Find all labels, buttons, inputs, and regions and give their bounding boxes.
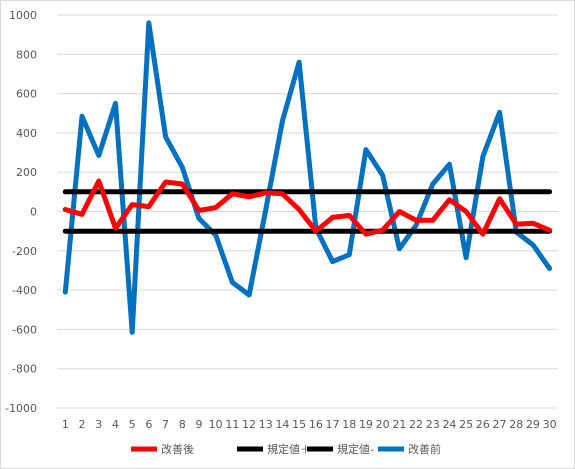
series-line-4 [62,20,553,335]
legend-label: 規定値- [337,442,374,456]
x-tick-label: 29 [526,418,540,431]
series-lines [62,20,553,335]
x-tick-label: 22 [409,418,423,431]
x-tick-label: 5 [129,418,136,431]
y-tick-label: 800 [16,48,37,61]
y-tick-label: -1000 [5,402,37,415]
y-tick-label: 600 [16,88,37,101]
x-tick-label: 4 [112,418,119,431]
x-tick-label: 6 [145,418,152,431]
x-tick-label: 27 [493,418,507,431]
x-tick-label: 2 [79,418,86,431]
x-tick-label: 7 [162,418,169,431]
x-tick-label: 28 [509,418,523,431]
legend-label: 改善前 [408,442,441,456]
y-axis-ticks: -1000 -800 -600 -400 -200 0 200 400 600 800 1000 [5,9,37,415]
x-tick-label: 19 [359,418,373,431]
x-tick-label: 25 [459,418,473,431]
y-tick-label: 0 [30,206,37,219]
x-tick-label: 3 [95,418,102,431]
x-tick-label: 11 [225,418,239,431]
x-tick-label: 1 [62,418,69,431]
x-tick-label: 17 [326,418,340,431]
y-tick-label: 400 [16,127,37,140]
legend-label: 規定値＋ [267,442,311,456]
x-tick-label: 24 [442,418,456,431]
x-tick-label: 10 [209,418,223,431]
y-tick-label: -400 [12,284,37,297]
x-tick-label: 26 [476,418,490,431]
y-tick-label: 200 [16,166,37,179]
y-tick-label: 1000 [9,9,37,22]
x-tick-label: 20 [376,418,390,431]
x-axis-ticks: 1 2 3 4 5 6 7 8 9 10 11 12 13 14 15 16 17 18 19 20 21 22 23 24 2… [62,418,557,431]
gridlines [57,14,558,409]
x-tick-label: 12 [242,418,256,431]
y-tick-label: -600 [12,323,37,336]
y-tick-label: -200 [12,245,37,258]
x-tick-label: 18 [342,418,356,431]
x-tick-label: 14 [275,418,289,431]
legend: 改善後 規定値＋ 規定値- 改善前 [131,442,441,456]
x-tick-label: 15 [292,418,306,431]
legend-label: 改善後 [161,442,194,456]
y-tick-label: -800 [12,363,37,376]
x-tick-label: 9 [195,418,202,431]
x-tick-label: 21 [392,418,406,431]
x-tick-label: 8 [179,418,186,431]
x-tick-label: 30 [543,418,557,431]
x-tick-label: 23 [426,418,440,431]
series-line-1 [62,178,553,237]
x-tick-label: 13 [259,418,273,431]
x-tick-label: 16 [309,418,323,431]
